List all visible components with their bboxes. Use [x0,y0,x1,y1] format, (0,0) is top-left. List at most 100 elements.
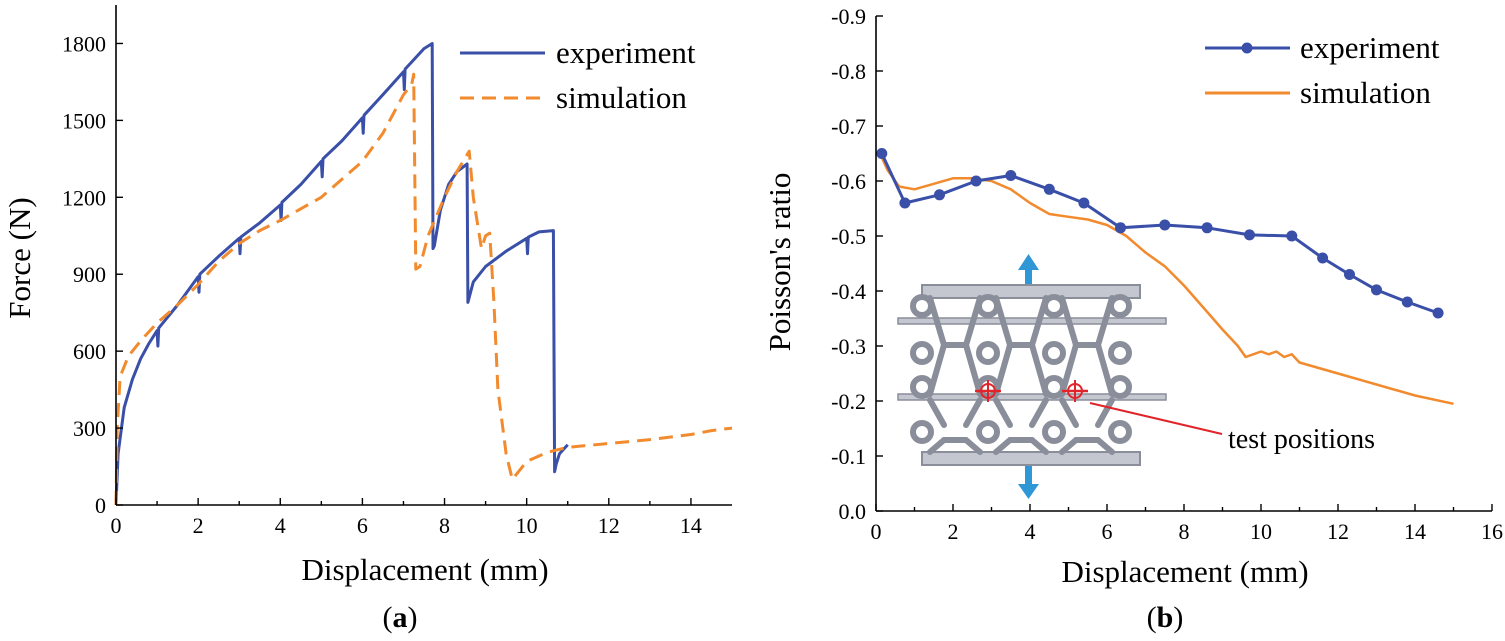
panel-a-x-tick-label: 6 [357,513,368,538]
lattice-joint [1108,341,1132,365]
panel-a-x-tick-label: 12 [598,513,620,538]
panel-a-ticks: 0 2 4 6 8 10 12 14 0 300 600 900 1200 1500 1800 [62,31,702,538]
panel-a-series-experiment [114,42,569,506]
panel-b-x-tick-label: 10 [1250,519,1272,544]
panel-b-y-tick-label: 0.0 [839,499,867,524]
panel-b-ticks: 0 2 4 6 8 10 12 14 16 0.0 -0.1 -0.2 -0.3 -0.4 -0.5 -0.6… [831,4,1503,544]
panel-b-caption: (b) [1147,601,1184,634]
lattice-strut [927,437,947,455]
panel-b-experiment-point [1432,307,1444,319]
panel-a-caption-letter: a [393,601,408,634]
panel-b-experiment-point [1401,296,1413,308]
lattice-strut [963,342,983,397]
panel-b-experiment-point [934,189,945,201]
panel-b-experiment-point [970,175,982,187]
panel-a-y-tick-label: 1800 [62,31,106,56]
panel-b-y-tick-label: -0.5 [831,224,866,249]
panel-b-experiment-point [1043,183,1055,195]
lattice-strut [1095,295,1115,348]
lattice-joint [1042,420,1066,444]
panel-b-experiment-point [1201,222,1213,234]
panel-b-experiment-point [899,197,911,209]
panel-b-y-tick-label: -0.8 [831,59,866,84]
panel-b-experiment-point [876,148,888,159]
panel-b-x-tick-label: 2 [948,519,959,544]
panel-a-y-tick-label: 600 [73,339,106,364]
lattice-joint [910,341,934,365]
lattice-strut [1029,295,1049,348]
lattice-joint [976,341,1000,365]
tension-arrow-up-icon [1018,254,1039,288]
panel-b-experiment-point [1317,252,1329,264]
panel-a-x-tick-label: 4 [275,513,286,538]
lattice-rail-1 [897,317,1167,325]
lattice-strut [1059,397,1079,428]
panel-a-caption: (a) [383,601,418,634]
lattice-joint [1108,420,1132,444]
lattice-strut [963,295,983,348]
panel-b-poisson-chart: 0 2 4 6 8 10 12 14 16 0.0 -0.1 -0.2 -0.3 -0.4 -0.5 -0.6… [762,4,1503,634]
panel-a-series-layer [114,42,733,506]
panel-b-x-tick-label: 12 [1327,519,1349,544]
panel-a-y-tick-label: 1200 [62,185,106,210]
lattice-strut [1029,342,1049,397]
panel-b-experiment-point [1159,219,1171,231]
panel-b-x-tick-label: 8 [1179,519,1190,544]
panel-b-experiment-point [1286,230,1298,242]
lattice-strut [1095,437,1115,455]
panel-a-y-tick-label: 900 [73,262,106,287]
test-position-marker-1 [975,380,1001,402]
panel-b-y-tick-label: -0.2 [831,389,866,414]
panel-b-series-simulation [878,152,1454,406]
panel-a-legend-experiment-label: experiment [556,35,696,70]
panel-b-y-tick-label: -0.9 [831,4,866,29]
panel-b-legend-simulation-label: simulation [1300,75,1431,110]
panel-b-experiment-point [1078,197,1090,209]
panel-b-experiment-point [1005,170,1017,181]
panel-a-x-tick-label: 10 [516,513,538,538]
panel-b-x-tick-label: 6 [1102,519,1113,544]
lattice-strut [927,397,947,428]
lattice-structure-illustration [897,254,1223,499]
panel-a-axes [115,5,732,506]
panel-b-series-layer [876,148,1454,406]
lattice-joint [1042,341,1066,365]
lattice-strut [1095,397,1115,428]
panel-b-experiment-point [1344,269,1355,280]
lattice-strut [1059,295,1079,348]
lattice-bottom-plate [921,451,1141,466]
panel-b-legend-experiment-label: experiment [1300,30,1440,65]
panel-a-force-chart: 0 2 4 6 8 10 12 14 0 300 600 900 1200 1500 1800 Force … [2,5,733,634]
panel-a-x-axis-label: Displacement (mm) [301,552,548,587]
lattice-strut [993,295,1013,348]
lattice-strut [963,397,983,428]
lattice-joint [976,420,1000,444]
panel-b-y-tick-label: -0.6 [831,169,866,194]
panel-b-experiment-point [1244,229,1255,241]
tension-arrow-down-icon [1018,466,1039,499]
test-position-marker-2 [1062,380,1088,402]
panel-a-x-tick-label: 8 [439,513,450,538]
lattice-rail-2 [897,393,1167,401]
lattice-strut [993,437,1013,455]
panel-b-x-tick-label: 14 [1404,519,1426,544]
lattice-strut [1059,437,1079,455]
test-positions-annotation: test positions [1228,424,1375,455]
panel-a-y-axis-label: Force (N) [2,197,37,318]
panel-b-x-axis-label: Displacement (mm) [1061,554,1308,589]
panel-b-x-tick-label: 16 [1481,519,1503,544]
lattice-strut [963,437,983,455]
panel-a-y-tick-label: 0 [95,493,106,518]
lattice-strut [993,342,1013,397]
panel-a-legend-simulation-label: simulation [556,80,687,115]
lattice-strut [993,397,1013,428]
panel-a-series-simulation [114,72,733,506]
panel-b-y-tick-label: -0.3 [831,334,866,359]
panel-a-x-tick-label: 2 [193,513,204,538]
panel-b-x-tick-label: 4 [1025,519,1036,544]
lattice-strut [927,342,947,397]
lattice-joint [910,420,934,444]
panel-a-y-tick-label: 1500 [62,108,106,133]
panel-b-experiment-point [1371,284,1382,296]
